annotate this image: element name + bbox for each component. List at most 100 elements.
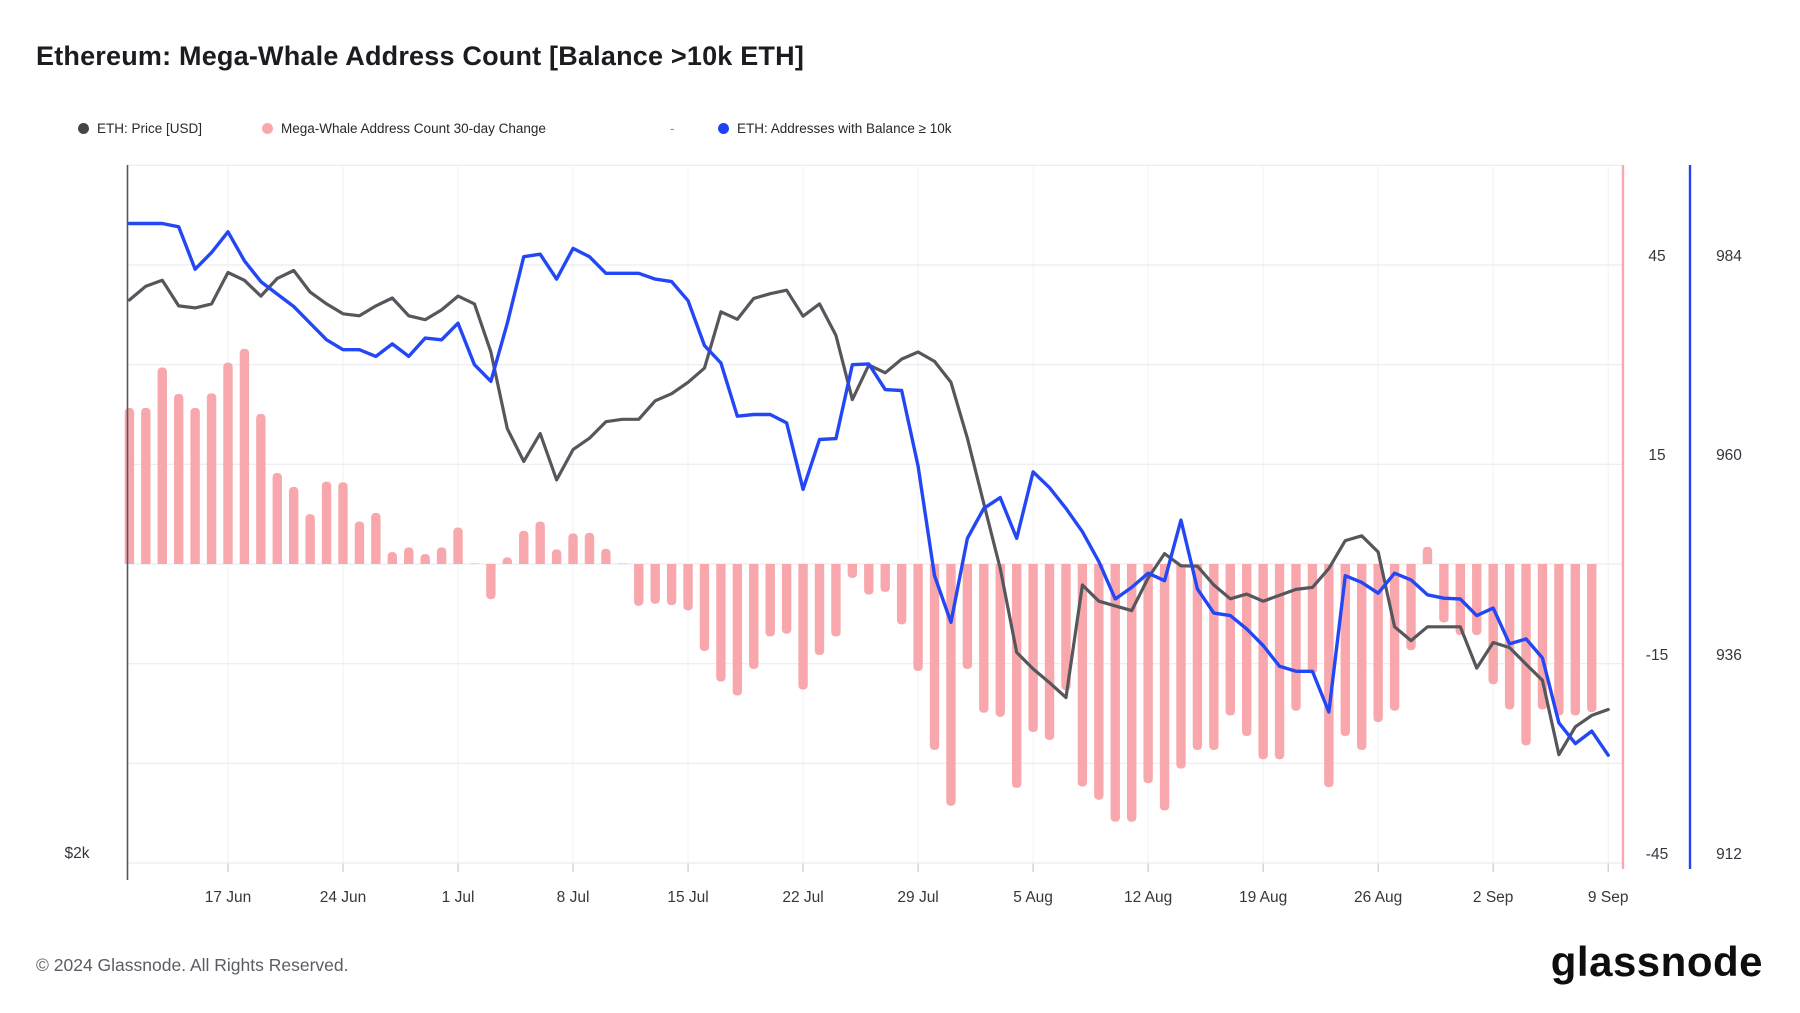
x-axis-label: 9 Sep bbox=[1587, 889, 1629, 906]
legend-item-address-count[interactable]: ETH: Addresses with Balance ≥ 10k bbox=[718, 121, 952, 136]
price-line bbox=[127, 268, 1610, 757]
change-bar bbox=[995, 564, 1005, 717]
change-bar bbox=[699, 564, 710, 652]
change-bar bbox=[568, 533, 578, 564]
address-count-series-dot bbox=[718, 123, 729, 134]
change-bar bbox=[1110, 564, 1120, 822]
change-bar bbox=[1439, 564, 1449, 623]
copyright-text: © 2024 Glassnode. All Rights Reserved. bbox=[36, 955, 349, 975]
change-bar bbox=[305, 514, 315, 564]
glassnode-logo[interactable]: glassnode bbox=[1550, 938, 1763, 985]
change-bar bbox=[683, 564, 693, 611]
change-bar bbox=[880, 564, 890, 592]
change-bar bbox=[1504, 564, 1515, 710]
change-bar bbox=[1307, 564, 1318, 674]
count-axis-label: 960 bbox=[1716, 447, 1742, 465]
x-axis-label: 1 Jul bbox=[441, 889, 475, 906]
change-bar bbox=[436, 547, 447, 564]
change-bar bbox=[962, 564, 973, 669]
change-bar bbox=[1570, 564, 1581, 716]
change-bar bbox=[223, 362, 233, 564]
change-bar bbox=[1389, 564, 1400, 711]
change-bar bbox=[617, 563, 628, 564]
change-bar bbox=[749, 564, 759, 669]
x-axis-label: 15 Jul bbox=[667, 889, 709, 906]
change-bar bbox=[486, 564, 496, 600]
change-bar bbox=[634, 564, 644, 606]
legend-separator: - bbox=[670, 121, 675, 136]
change-bar bbox=[1357, 564, 1367, 751]
change-bar bbox=[1422, 546, 1433, 564]
change-bar bbox=[519, 530, 529, 564]
change-bar bbox=[1028, 564, 1038, 733]
x-axis-label: 17 Jun bbox=[204, 889, 252, 906]
change-bar bbox=[798, 564, 808, 690]
chart-legend: ETH: Price [USD] Mega-Whale Address Coun… bbox=[0, 121, 1800, 141]
change-bar bbox=[716, 564, 726, 682]
change-bar bbox=[765, 564, 775, 637]
change-bar bbox=[502, 557, 513, 564]
change-bar bbox=[584, 532, 595, 564]
change-bar bbox=[1192, 564, 1203, 751]
change-bar bbox=[1209, 564, 1219, 751]
legend-item-label: ETH: Addresses with Balance ≥ 10k bbox=[737, 121, 952, 136]
change-axis-label: 15 bbox=[1648, 447, 1666, 465]
change-bar bbox=[732, 564, 743, 696]
legend-item-label: ETH: Price [USD] bbox=[97, 121, 203, 136]
change-bar bbox=[535, 521, 545, 564]
change-bar bbox=[1488, 564, 1498, 685]
x-axis-label: 8 Jul bbox=[556, 889, 590, 906]
count-axis-label: 984 bbox=[1716, 248, 1742, 265]
change-bar bbox=[1274, 564, 1285, 760]
change-axis-label: -15 bbox=[1645, 646, 1669, 664]
x-axis-label: 19 Aug bbox=[1238, 889, 1288, 906]
change-bar bbox=[929, 564, 940, 751]
change-bar bbox=[1258, 564, 1268, 760]
change-bar bbox=[1291, 564, 1301, 711]
change-axis-label: 45 bbox=[1648, 248, 1666, 265]
change-bar bbox=[354, 521, 365, 564]
change-bar bbox=[1044, 564, 1055, 741]
change-bar bbox=[847, 564, 858, 578]
change-bar bbox=[1094, 564, 1104, 800]
change-bar bbox=[173, 393, 184, 564]
change-bar bbox=[1061, 564, 1071, 691]
change-bar bbox=[272, 472, 282, 564]
change-bar bbox=[256, 413, 266, 564]
change-bar bbox=[781, 564, 792, 634]
change-bar bbox=[239, 348, 250, 564]
x-axis-label: 24 Jun bbox=[319, 889, 367, 906]
change-bar bbox=[1159, 564, 1170, 811]
change-bar bbox=[338, 482, 348, 564]
change-bar bbox=[1406, 564, 1416, 651]
change-bar bbox=[601, 548, 611, 564]
change-bar bbox=[831, 564, 841, 637]
x-axis-label: 22 Jul bbox=[782, 889, 824, 906]
x-axis-label: 2 Sep bbox=[1472, 889, 1514, 906]
change-bar bbox=[453, 527, 463, 564]
legend-item-whale-change[interactable]: Mega-Whale Address Count 30-day Change bbox=[262, 121, 546, 136]
x-axis-label: 26 Aug bbox=[1354, 889, 1403, 906]
change-bar bbox=[650, 564, 660, 604]
change-bar bbox=[1225, 564, 1235, 716]
change-bar bbox=[1554, 564, 1564, 716]
change-bar bbox=[666, 564, 677, 606]
count-axis-label: 912 bbox=[1716, 845, 1742, 863]
change-bar bbox=[1242, 564, 1252, 737]
x-axis-label: 29 Jul bbox=[897, 889, 939, 906]
change-bar bbox=[1143, 564, 1153, 784]
change-bar bbox=[190, 407, 200, 564]
change-bar bbox=[206, 393, 217, 564]
change-bar bbox=[896, 564, 907, 625]
change-bar bbox=[124, 407, 135, 564]
price-series-dot bbox=[78, 123, 89, 134]
change-bar bbox=[1077, 564, 1088, 787]
change-bar bbox=[1126, 564, 1137, 822]
legend-item-eth-price[interactable]: ETH: Price [USD] bbox=[78, 121, 202, 136]
change-axis-label: -45 bbox=[1645, 845, 1669, 863]
change-bar bbox=[1176, 564, 1186, 769]
change-bar bbox=[814, 564, 825, 656]
change-bar bbox=[321, 481, 332, 564]
